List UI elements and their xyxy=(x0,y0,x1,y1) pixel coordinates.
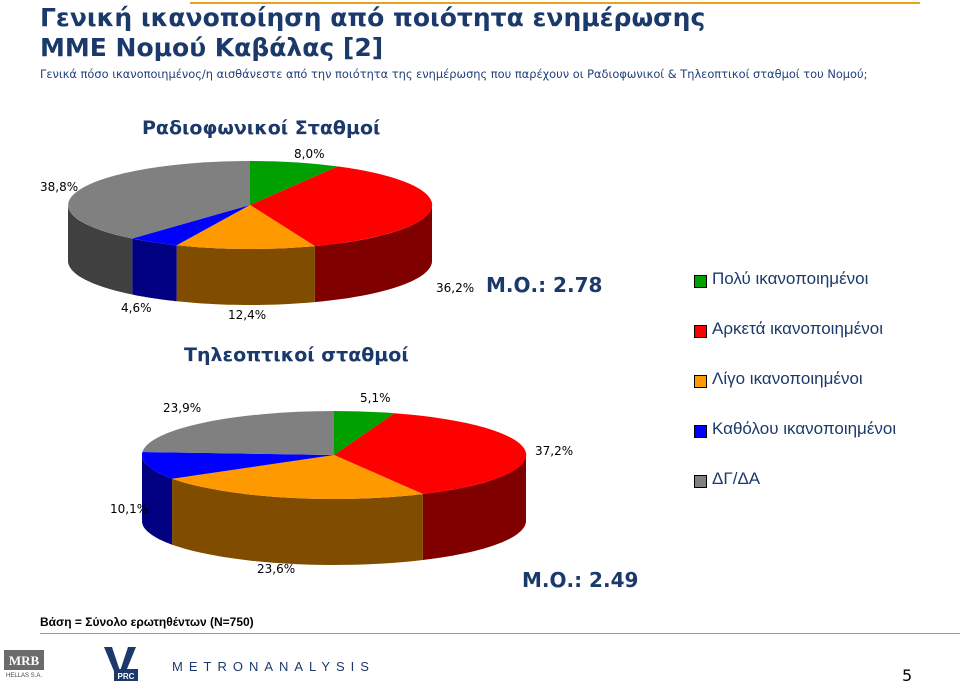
radio-mean-label: Μ.Ο.: 2.78 xyxy=(486,273,603,297)
legend-swatch-very xyxy=(694,275,707,288)
legend-label-not-at-all: Καθόλου ικανοποιημένοι xyxy=(712,419,897,438)
tv-label-dkna: 23,9% xyxy=(163,401,202,415)
page-number: 5 xyxy=(902,666,913,685)
legend-swatch-dkna xyxy=(694,475,707,488)
footer-divider xyxy=(40,633,960,634)
tv-slice-not-at-all xyxy=(141,452,334,479)
tv-pie-chart xyxy=(141,410,527,565)
tv-side-little xyxy=(172,478,423,565)
legend-label-little: Λίγο ικανοποιημένοι xyxy=(712,369,863,388)
page-title: Γενική ικανοποίηση από ποιότητα ενημέρωσ… xyxy=(40,3,705,63)
radio-chart-title: Ραδιοφωνικοί Σταθμοί xyxy=(142,117,381,139)
radio-slice-little xyxy=(176,205,315,250)
radio-side-little xyxy=(176,245,315,305)
page-title-line1: Γενική ικανοποίηση από ποιότητα ενημέρωσ… xyxy=(40,3,706,32)
metron-analysis-logo: METRONANALYSIS xyxy=(172,659,375,674)
legend-label-dkna: ΔΓ/ΔΑ xyxy=(712,469,761,488)
tv-label-not-at-all: 10,1% xyxy=(110,502,149,516)
tv-label-very: 5,1% xyxy=(360,391,391,405)
radio-label-dkna: 38,8% xyxy=(40,180,79,194)
radio-side-not-at-all xyxy=(132,238,177,302)
tv-label-fairly: 37,2% xyxy=(535,444,574,458)
legend-label-fairly: Αρκετά ικανοποιημένοι xyxy=(712,319,884,338)
tv-side-not-at-all xyxy=(142,455,173,545)
tv-mean-label: Μ.Ο.: 2.49 xyxy=(522,568,639,592)
legend-swatch-not-at-all xyxy=(694,425,707,438)
svg-text:MRB: MRB xyxy=(9,653,40,668)
radio-label-fairly: 36,2% xyxy=(436,281,475,295)
radio-side-dkna xyxy=(68,205,133,295)
metron-analysis-text: METRONANALYSIS xyxy=(172,659,375,674)
radio-slice-very xyxy=(250,160,338,205)
radio-side-fairly xyxy=(314,205,432,303)
tv-slice-very xyxy=(334,410,395,455)
svg-text:PRC: PRC xyxy=(118,672,135,681)
tv-chart-title: Τηλεοπτικοί σταθμοί xyxy=(184,344,409,366)
tv-slice-dkna xyxy=(142,411,334,455)
radio-label-little: 12,4% xyxy=(228,308,267,322)
tv-slice-little xyxy=(172,455,423,500)
mrb-logo: MRB HELLAS S.A. xyxy=(4,650,44,678)
legend-label-very: Πολύ ικανοποιημένοι xyxy=(712,269,869,288)
tv-label-little: 23,6% xyxy=(257,562,296,576)
tv-slice-fairly xyxy=(334,413,527,494)
legend-swatch-fairly xyxy=(694,325,707,338)
base-note: Βάση = Σύνολο ερωτηθέντων (N=750) xyxy=(40,615,254,629)
radio-label-not-at-all: 4,6% xyxy=(121,301,152,315)
svg-text:HELLAS S.A.: HELLAS S.A. xyxy=(6,673,42,678)
question-subtitle: Γενικά πόσο ικανοποιημένος/η αισθάνεστε … xyxy=(40,67,868,81)
tv-side-fairly xyxy=(422,455,526,560)
legend-swatch-little xyxy=(694,375,707,388)
radio-slice-not-at-all xyxy=(132,205,250,246)
radio-slice-fairly xyxy=(250,166,433,247)
title-accent-line xyxy=(190,2,920,4)
page-title-line2: ΜΜΕ Νομού Καβάλας [2] xyxy=(40,33,384,62)
radio-pie-chart xyxy=(68,160,433,305)
radio-label-very: 8,0% xyxy=(294,147,325,161)
vprc-logo: PRC xyxy=(104,647,138,681)
radio-slice-dkna xyxy=(68,161,250,239)
